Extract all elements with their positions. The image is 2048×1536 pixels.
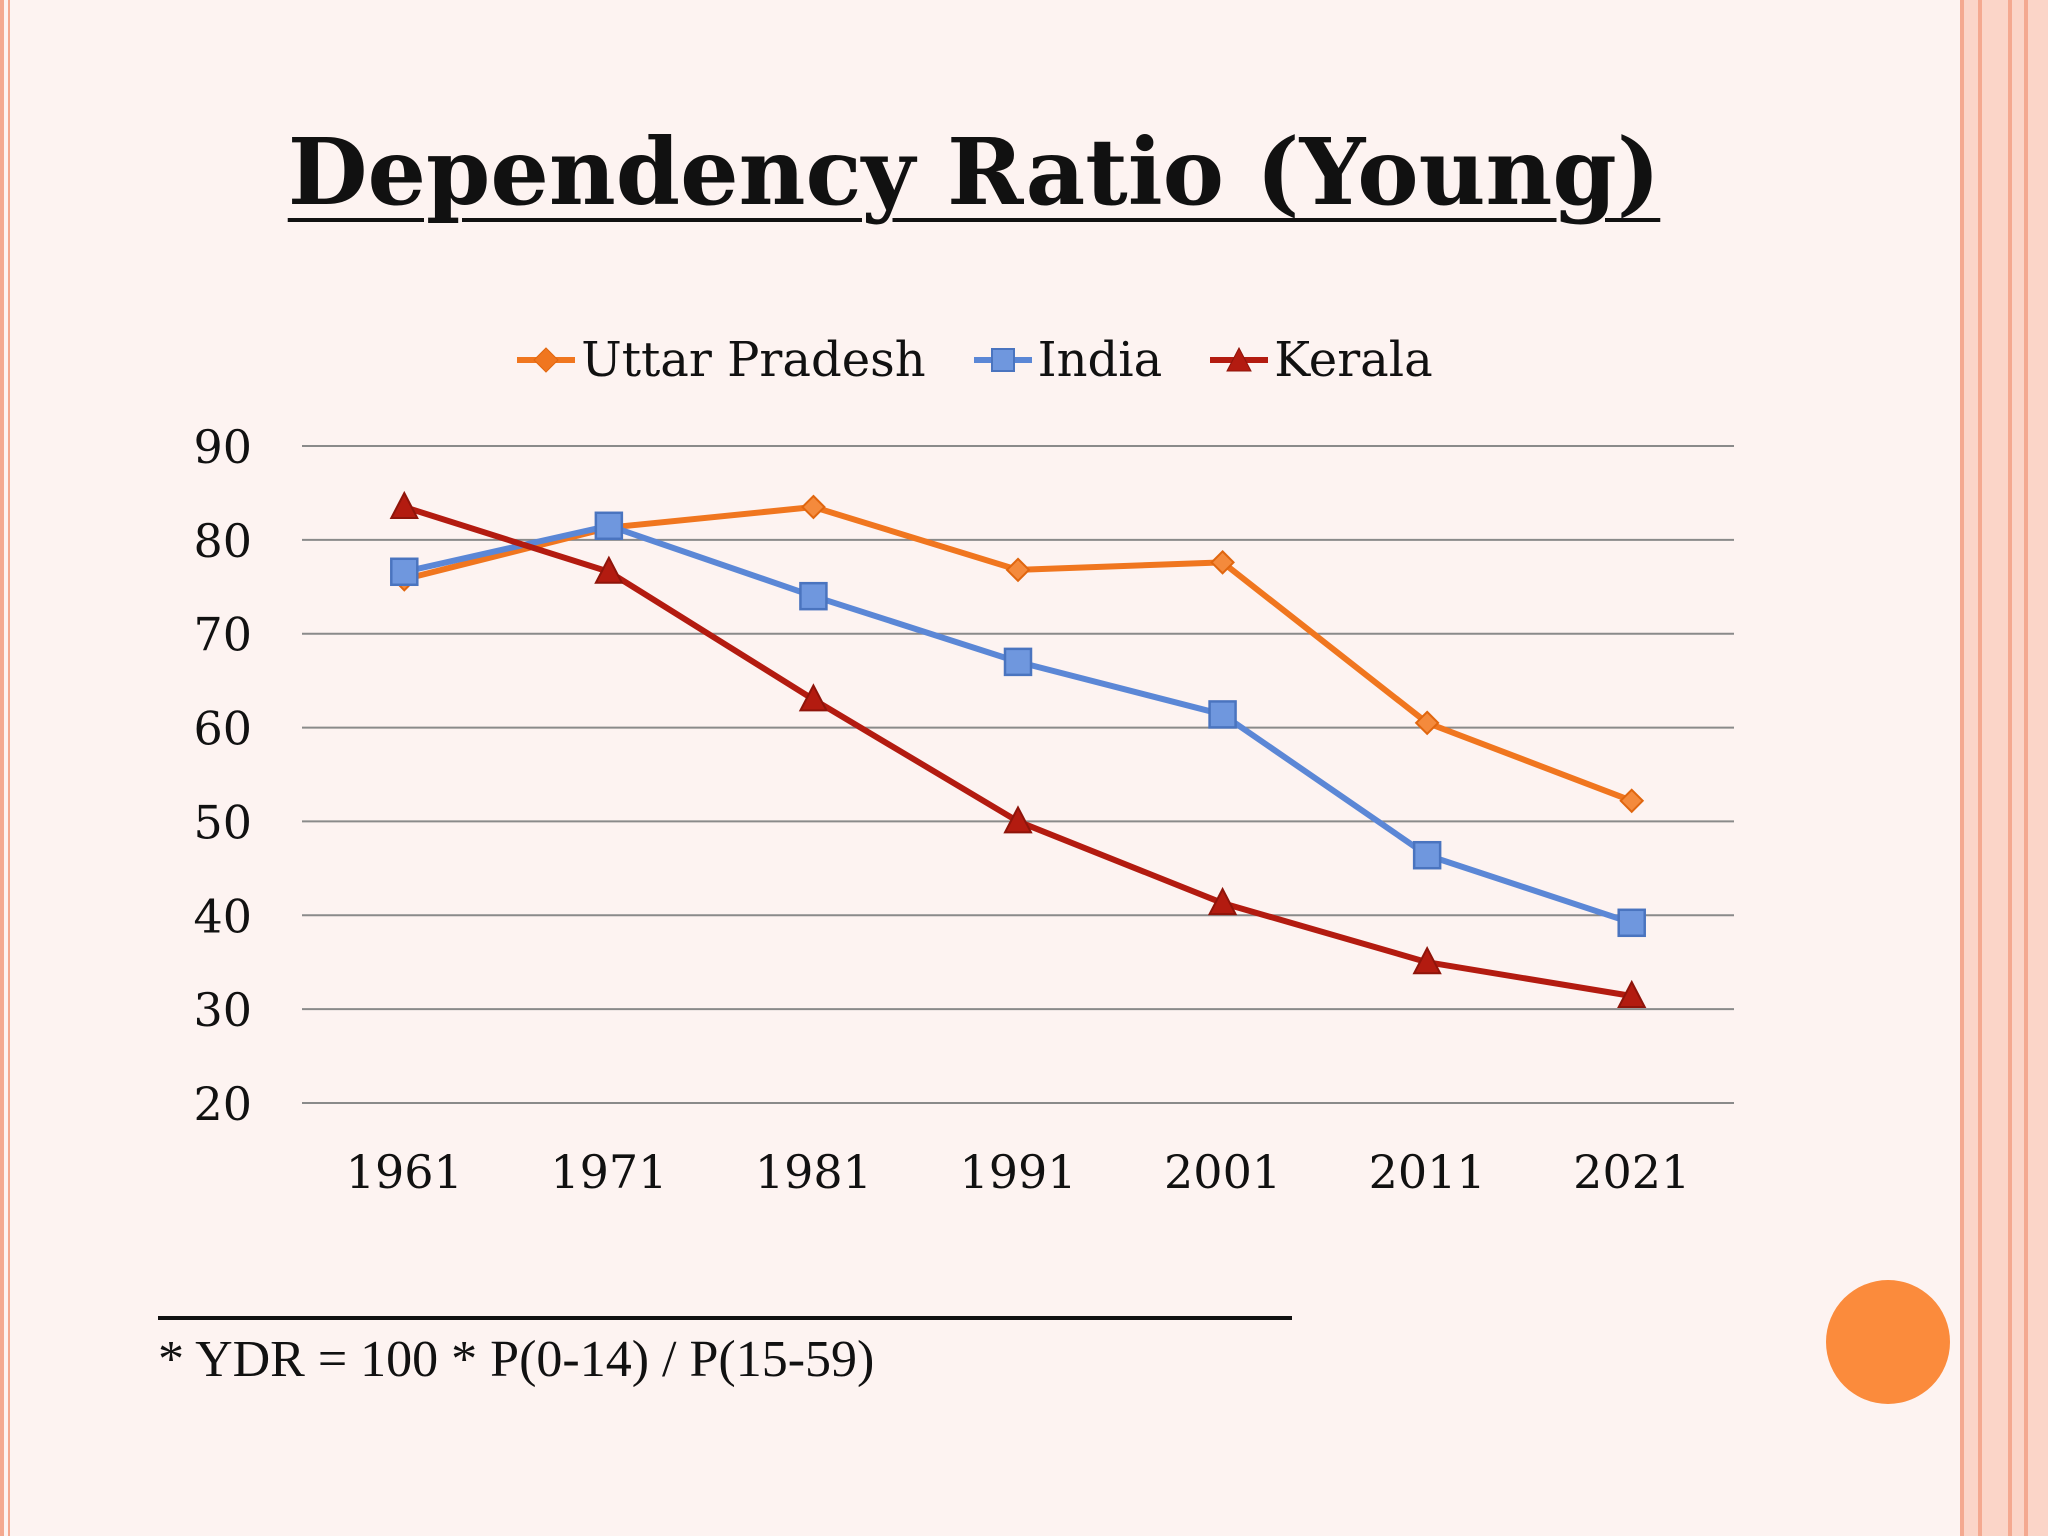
data-point-kerala (389, 490, 419, 520)
y-tick-label: 70 (193, 608, 252, 662)
data-point-india (1208, 700, 1237, 729)
data-point-kerala (1207, 886, 1238, 916)
slide-title: Dependency Ratio (Young) (0, 118, 1948, 226)
data-point-india (1003, 647, 1033, 677)
data-point-kerala (1003, 805, 1033, 834)
data-point-kerala (1617, 979, 1647, 1009)
data-point-uttar-pradesh (1005, 557, 1031, 583)
right-border-line (1978, 0, 1982, 1536)
data-point-india (799, 581, 828, 611)
decorative-orange-circle (1826, 1280, 1950, 1404)
data-point-kerala (1412, 946, 1442, 975)
data-point-india (1617, 908, 1646, 938)
data-point-kerala (594, 555, 624, 584)
x-tick-label: 2021 (1573, 1145, 1690, 1199)
x-tick-label: 2001 (1164, 1145, 1281, 1199)
left-border-stripe-thin (8, 0, 10, 1536)
slide-title-text: Dependency Ratio (Young) (287, 118, 1661, 226)
data-point-uttar-pradesh (1210, 549, 1235, 575)
data-point-kerala (798, 683, 829, 712)
legend-label-kerala: Kerala (1274, 332, 1433, 388)
right-border-line (1960, 0, 1964, 1536)
y-tick-label: 40 (193, 889, 252, 943)
legend-label-uttar-pradesh: Uttar Pradesh (581, 332, 926, 388)
data-point-india (1412, 840, 1442, 870)
legend-triangle-marker-icon (1210, 346, 1269, 372)
y-tick-label: 20 (193, 1077, 252, 1131)
data-point-india (390, 557, 419, 587)
y-tick-label: 30 (193, 983, 252, 1037)
left-border-stripe (0, 0, 4, 1536)
data-point-uttar-pradesh (1414, 710, 1440, 736)
data-point-uttar-pradesh (801, 494, 826, 520)
x-tick-label: 1961 (346, 1145, 463, 1199)
footnote-formula: * YDR = 100 * P(0-14) / P(15-59) (158, 1331, 875, 1388)
footnote-divider (158, 1316, 1292, 1320)
data-point-india (594, 511, 624, 541)
y-tick-label: 80 (193, 514, 252, 568)
x-tick-label: 1991 (959, 1145, 1076, 1199)
legend-diamond-marker-icon (517, 347, 576, 373)
right-border-line (2008, 0, 2012, 1536)
y-tick-label: 90 (193, 420, 252, 474)
chart-legend: Uttar Pradesh India Kerala (0, 330, 1948, 390)
right-border-band (1960, 0, 2048, 1536)
series-line-india (401, 522, 1635, 926)
legend-item-uttar-pradesh: Uttar Pradesh (515, 332, 926, 388)
right-border-line (2024, 0, 2028, 1536)
legend-label-india: India (1037, 332, 1163, 388)
legend-item-kerala: Kerala (1208, 332, 1433, 388)
x-tick-label: 1971 (550, 1145, 667, 1199)
y-tick-label: 50 (193, 795, 252, 849)
legend-item-india: India (972, 332, 1163, 388)
x-tick-label: 2011 (1369, 1145, 1486, 1199)
data-point-uttar-pradesh (1619, 788, 1645, 814)
y-tick-label: 60 (193, 702, 252, 756)
legend-square-marker-icon (973, 348, 1032, 372)
x-tick-label: 1981 (755, 1145, 872, 1199)
